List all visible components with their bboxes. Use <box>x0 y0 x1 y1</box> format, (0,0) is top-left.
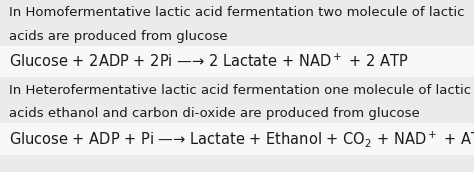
Text: acids are produced from glucose: acids are produced from glucose <box>9 30 227 43</box>
Bar <box>0 77 474 123</box>
Text: Glucose + ADP + Pi —→ Lactate + Ethanol + CO$_2$ + NAD$^+$ + ATP: Glucose + ADP + Pi —→ Lactate + Ethanol … <box>9 129 474 149</box>
Bar <box>0 0 474 46</box>
Text: In Heterofermentative lactic acid fermentation one molecule of lactic: In Heterofermentative lactic acid fermen… <box>9 84 471 97</box>
Text: In Homofermentative lactic acid fermentation two molecule of lactic: In Homofermentative lactic acid fermenta… <box>9 6 464 19</box>
Bar <box>0 46 474 77</box>
Text: acids ethanol and carbon di-oxide are produced from glucose: acids ethanol and carbon di-oxide are pr… <box>9 107 419 120</box>
Bar <box>0 155 474 172</box>
Bar <box>0 123 474 155</box>
Text: Glucose + 2ADP + 2Pi —→ 2 Lactate + NAD$^+$ + 2 ATP: Glucose + 2ADP + 2Pi —→ 2 Lactate + NAD$… <box>9 53 408 70</box>
